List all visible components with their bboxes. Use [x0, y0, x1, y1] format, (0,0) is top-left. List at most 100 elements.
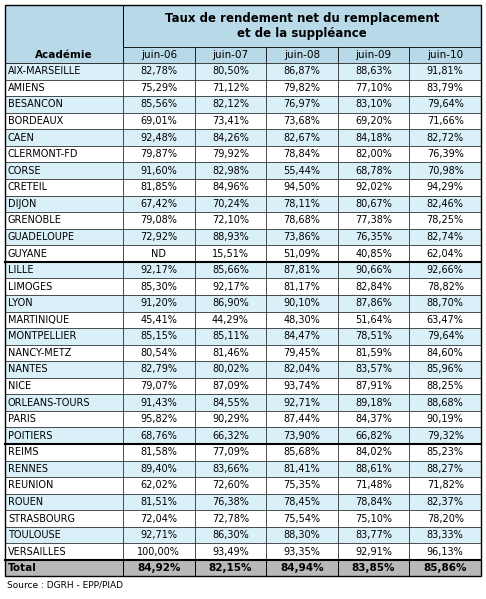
Text: 90,19%: 90,19%: [427, 414, 464, 424]
Bar: [123, 411, 194, 428]
Bar: [409, 146, 481, 162]
Text: 82,37%: 82,37%: [427, 497, 464, 507]
Text: 86,90%: 86,90%: [212, 298, 249, 308]
Text: NANCY-METZ: NANCY-METZ: [8, 348, 71, 358]
Bar: [338, 47, 409, 63]
Bar: [409, 179, 481, 195]
Bar: [266, 444, 338, 461]
Text: 94,29%: 94,29%: [427, 182, 464, 192]
Bar: [338, 295, 409, 311]
Text: 88,68%: 88,68%: [427, 398, 464, 407]
Text: juin-07: juin-07: [212, 50, 248, 60]
Text: 85,23%: 85,23%: [427, 447, 464, 457]
Bar: [5, 195, 123, 212]
Bar: [194, 212, 266, 229]
Bar: [123, 195, 194, 212]
Text: 85,15%: 85,15%: [140, 331, 177, 341]
Bar: [266, 494, 338, 510]
Bar: [123, 328, 194, 344]
Text: MARTINIQUE: MARTINIQUE: [8, 315, 69, 325]
Bar: [194, 179, 266, 195]
Bar: [266, 378, 338, 394]
Text: NICE: NICE: [8, 381, 31, 391]
Bar: [266, 162, 338, 179]
Text: 90,10%: 90,10%: [284, 298, 320, 308]
Bar: [409, 129, 481, 146]
Bar: [5, 444, 123, 461]
Bar: [409, 378, 481, 394]
Text: 79,08%: 79,08%: [140, 216, 177, 225]
Text: LILLE: LILLE: [8, 265, 34, 275]
Bar: [409, 477, 481, 494]
Text: 85,68%: 85,68%: [283, 447, 320, 457]
Bar: [5, 262, 123, 279]
Text: 85,86%: 85,86%: [423, 563, 467, 573]
Text: 91,43%: 91,43%: [140, 398, 177, 407]
Bar: [409, 47, 481, 63]
Bar: [338, 428, 409, 444]
Bar: [266, 560, 338, 576]
Text: 71,12%: 71,12%: [212, 83, 249, 93]
Text: 84,18%: 84,18%: [355, 132, 392, 143]
Text: 91,81%: 91,81%: [427, 66, 464, 76]
Text: LYON: LYON: [8, 298, 33, 308]
Bar: [5, 245, 123, 262]
Bar: [5, 328, 123, 344]
Text: juin-10: juin-10: [427, 50, 463, 60]
Text: 84,55%: 84,55%: [212, 398, 249, 407]
Text: 67,42%: 67,42%: [140, 199, 177, 209]
Bar: [266, 80, 338, 96]
Bar: [194, 361, 266, 378]
Bar: [409, 461, 481, 477]
Bar: [409, 543, 481, 560]
Text: 79,32%: 79,32%: [427, 431, 464, 441]
Bar: [5, 394, 123, 411]
Bar: [194, 63, 266, 80]
Bar: [338, 527, 409, 543]
Bar: [5, 229, 123, 245]
Text: 48,30%: 48,30%: [284, 315, 320, 325]
Text: 71,66%: 71,66%: [427, 116, 464, 126]
Text: 70,24%: 70,24%: [212, 199, 249, 209]
Text: 68,78%: 68,78%: [355, 166, 392, 176]
Bar: [123, 129, 194, 146]
Text: 84,37%: 84,37%: [355, 414, 392, 424]
Bar: [194, 295, 266, 311]
Bar: [266, 527, 338, 543]
Text: 83,77%: 83,77%: [355, 530, 392, 540]
Bar: [123, 527, 194, 543]
Text: 71,48%: 71,48%: [355, 480, 392, 491]
Text: LIMOGES: LIMOGES: [8, 282, 52, 292]
Text: 78,51%: 78,51%: [355, 331, 392, 341]
Bar: [338, 560, 409, 576]
Text: 86,87%: 86,87%: [283, 66, 320, 76]
Text: 79,64%: 79,64%: [427, 99, 464, 110]
Text: 81,85%: 81,85%: [140, 182, 177, 192]
Bar: [409, 245, 481, 262]
Text: 85,66%: 85,66%: [212, 265, 249, 275]
Text: 76,35%: 76,35%: [355, 232, 392, 242]
Text: 79,82%: 79,82%: [283, 83, 320, 93]
Text: Source : DGRH - EPP/PIAD: Source : DGRH - EPP/PIAD: [7, 580, 123, 589]
Bar: [266, 212, 338, 229]
Bar: [409, 428, 481, 444]
Bar: [409, 195, 481, 212]
Bar: [266, 543, 338, 560]
Text: 85,96%: 85,96%: [427, 364, 464, 374]
Bar: [266, 245, 338, 262]
Text: 85,30%: 85,30%: [140, 282, 177, 292]
Text: 92,02%: 92,02%: [355, 182, 392, 192]
Bar: [123, 47, 194, 63]
Text: 88,93%: 88,93%: [212, 232, 249, 242]
Text: 89,40%: 89,40%: [140, 464, 177, 474]
Bar: [194, 162, 266, 179]
Text: 83,57%: 83,57%: [355, 364, 392, 374]
Bar: [409, 80, 481, 96]
Text: 80,54%: 80,54%: [140, 348, 177, 358]
Text: 93,74%: 93,74%: [283, 381, 320, 391]
Bar: [338, 494, 409, 510]
Bar: [338, 461, 409, 477]
Text: 72,78%: 72,78%: [212, 513, 249, 524]
Bar: [409, 527, 481, 543]
Text: 82,74%: 82,74%: [427, 232, 464, 242]
